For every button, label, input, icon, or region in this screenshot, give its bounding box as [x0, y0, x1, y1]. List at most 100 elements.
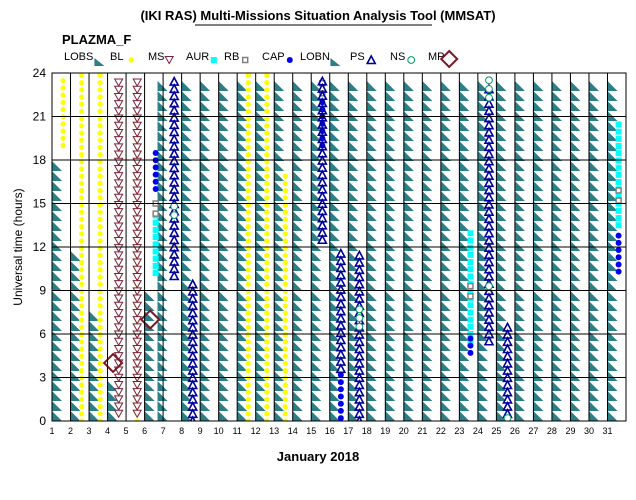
point-lobs: [292, 291, 303, 301]
point-lobs: [366, 381, 377, 391]
point-bl: [264, 288, 270, 294]
point-lobs: [366, 271, 377, 281]
point-lobs: [218, 371, 229, 381]
point-ps: [354, 393, 365, 404]
point-lobs: [200, 301, 211, 311]
point-lobs: [348, 181, 359, 191]
point-lobs: [607, 151, 618, 161]
legend-label-ps: PS: [350, 51, 365, 63]
point-lobs: [218, 221, 229, 231]
point-lobs: [570, 171, 581, 181]
point-lobs: [570, 271, 581, 281]
point-lobs: [422, 201, 433, 211]
point-ps: [168, 119, 180, 130]
point-lobs: [218, 191, 229, 201]
point-lobs: [588, 211, 599, 221]
point-bl: [264, 238, 270, 244]
point-lobs: [292, 311, 303, 321]
point-lobs: [157, 271, 168, 281]
point-lobs: [496, 231, 507, 241]
point-ps: [317, 140, 328, 151]
point-lobs: [218, 121, 229, 131]
point-bl: [60, 121, 66, 127]
point-lobs: [200, 251, 211, 261]
point-lobs: [292, 101, 303, 111]
point-bl: [60, 85, 66, 91]
point-bl: [79, 238, 85, 244]
point-lobs: [89, 321, 100, 331]
point-lobs: [218, 281, 229, 291]
point-ps: [168, 219, 180, 230]
point-lobs: [607, 301, 618, 311]
point-bl: [79, 274, 85, 280]
point-lobs: [366, 331, 377, 341]
point-lobs: [459, 101, 470, 111]
point-lobs: [440, 91, 451, 101]
point-lobs: [311, 181, 322, 191]
point-lobs: [514, 121, 525, 131]
point-lobs: [144, 411, 155, 421]
point-lobs: [403, 91, 414, 101]
point-aur: [615, 135, 622, 142]
point-lobs: [514, 221, 525, 231]
point-lobs: [255, 381, 266, 391]
point-lobs: [181, 231, 192, 241]
x-tick-label: 13: [269, 426, 279, 436]
point-lobs: [607, 371, 618, 381]
point-lobs: [533, 81, 544, 91]
point-lobs: [181, 361, 192, 371]
point-bl: [79, 195, 85, 201]
point-lobs: [292, 141, 303, 151]
point-lobs: [385, 341, 396, 351]
point-bl: [97, 404, 103, 410]
point-lobs: [551, 221, 562, 231]
point-lobs: [157, 251, 168, 261]
point-bl: [264, 324, 270, 330]
point-lobs: [144, 291, 155, 301]
point-lobs: [440, 221, 451, 231]
point-bl: [245, 195, 251, 201]
point-lobs: [588, 301, 599, 311]
point-cap: [337, 415, 344, 421]
point-lobs: [551, 121, 562, 131]
point-lobs: [89, 381, 100, 391]
point-lobs: [255, 261, 266, 271]
point-bl: [282, 188, 288, 194]
point-lobs: [570, 231, 581, 241]
point-lobs: [496, 81, 507, 91]
point-lobs: [181, 91, 192, 101]
point-bl: [282, 339, 288, 345]
point-lobs: [52, 191, 62, 201]
point-bl: [245, 353, 251, 359]
point-lobs: [496, 261, 507, 271]
point-lobs: [385, 351, 396, 361]
point-lobs: [533, 151, 544, 161]
point-lobs: [403, 331, 414, 341]
plot-marks: [52, 73, 622, 421]
point-ps: [187, 400, 199, 411]
point-lobs: [200, 191, 211, 201]
point-lobs: [329, 241, 340, 251]
point-ms: [113, 272, 124, 282]
point-lobs: [514, 331, 525, 341]
point-lobs: [496, 281, 507, 291]
point-lobs: [533, 121, 544, 131]
point-lobs: [311, 401, 322, 411]
point-ps: [335, 283, 347, 294]
x-tick-label: 10: [214, 426, 224, 436]
point-rb: [467, 282, 474, 290]
point-bl: [245, 130, 251, 136]
point-lobs: [181, 271, 192, 281]
point-bl: [245, 87, 251, 93]
point-lobs: [366, 221, 377, 231]
point-lobs: [89, 361, 100, 371]
point-lobs: [218, 231, 229, 241]
point-lobs: [181, 391, 192, 401]
point-bl: [79, 116, 85, 122]
x-tick-label: 20: [399, 426, 409, 436]
point-lobs: [144, 401, 155, 411]
point-ps: [354, 400, 365, 411]
point-lobs: [157, 291, 168, 301]
point-lobs: [607, 81, 618, 91]
point-bl: [97, 360, 103, 366]
